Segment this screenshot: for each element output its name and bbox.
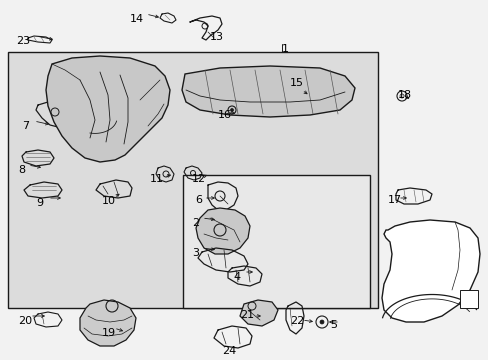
Text: 14: 14 [130,14,144,24]
Text: 24: 24 [222,346,236,356]
Circle shape [319,320,324,324]
Text: 1: 1 [282,44,288,54]
Text: 12: 12 [192,174,206,184]
Text: 23: 23 [16,36,30,46]
Text: 18: 18 [397,90,411,100]
Bar [183,175,369,308]
Text: 13: 13 [209,32,224,42]
Text: 11: 11 [150,174,163,184]
Polygon shape [240,300,278,326]
Polygon shape [80,300,136,346]
Text: 7: 7 [22,121,29,131]
Text: 15: 15 [289,78,304,88]
Bar [8,52,377,308]
Text: 2: 2 [192,218,199,228]
Polygon shape [381,220,479,322]
Text: 21: 21 [240,310,254,320]
Circle shape [230,108,233,112]
Text: 9: 9 [36,198,43,208]
Text: 22: 22 [289,316,304,326]
Text: 20: 20 [18,316,32,326]
Polygon shape [196,208,249,254]
Polygon shape [182,66,354,117]
Text: 19: 19 [102,328,116,338]
Polygon shape [46,56,170,162]
Text: 3: 3 [192,248,199,258]
Bar [459,290,477,308]
Text: 10: 10 [102,196,116,206]
Text: 5: 5 [329,320,336,330]
Text: 4: 4 [232,272,240,282]
Text: 6: 6 [195,195,202,205]
Text: 16: 16 [218,110,231,120]
Text: 8: 8 [18,165,25,175]
Text: 17: 17 [387,195,401,205]
